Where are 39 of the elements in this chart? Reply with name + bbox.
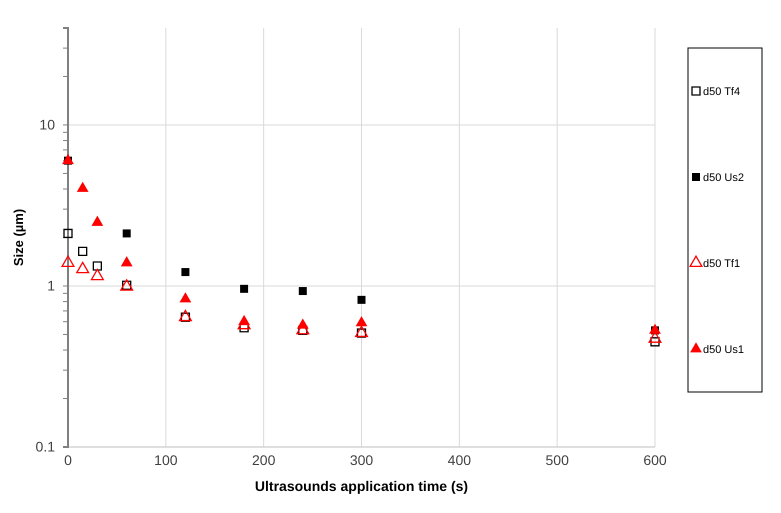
point <box>358 296 366 304</box>
legend-label: d50 Tf4 <box>703 86 740 98</box>
point <box>178 310 192 322</box>
point <box>76 262 90 274</box>
point <box>120 256 133 266</box>
x-tick-label: 500 <box>545 452 570 468</box>
point <box>298 287 307 296</box>
point <box>354 326 368 338</box>
point <box>356 316 368 326</box>
point <box>62 154 74 164</box>
point <box>76 182 89 192</box>
point <box>240 284 248 293</box>
point <box>238 314 250 326</box>
point <box>92 261 102 271</box>
x-tick-label: 100 <box>154 452 178 468</box>
x-tick-label: 200 <box>252 452 276 468</box>
point <box>296 318 309 329</box>
legend-label: d50 Tf1 <box>703 258 740 270</box>
point <box>78 246 88 256</box>
x-tick-label: 300 <box>350 452 374 468</box>
legend-label: d50 Us2 <box>703 172 744 184</box>
x-tick-label: 600 <box>643 452 667 468</box>
point <box>649 324 661 334</box>
point <box>61 255 75 267</box>
point <box>91 216 104 226</box>
y-tick-label: 1 <box>47 277 56 294</box>
y-tick-label: 10 <box>39 116 56 132</box>
x-tick-label: 400 <box>448 452 472 468</box>
x-tick-label: 0 <box>64 452 72 468</box>
y-tick-label: 0.1 <box>36 438 56 454</box>
legend-label: d50 Us1 <box>703 344 744 356</box>
point <box>63 228 73 238</box>
point <box>181 268 190 276</box>
point <box>90 268 104 280</box>
x-axis-title: Ultrasounds application time (s) <box>254 478 468 494</box>
point <box>180 292 192 302</box>
y-axis-title: Size (µm) <box>11 208 26 266</box>
point <box>650 337 660 346</box>
point <box>122 229 131 238</box>
